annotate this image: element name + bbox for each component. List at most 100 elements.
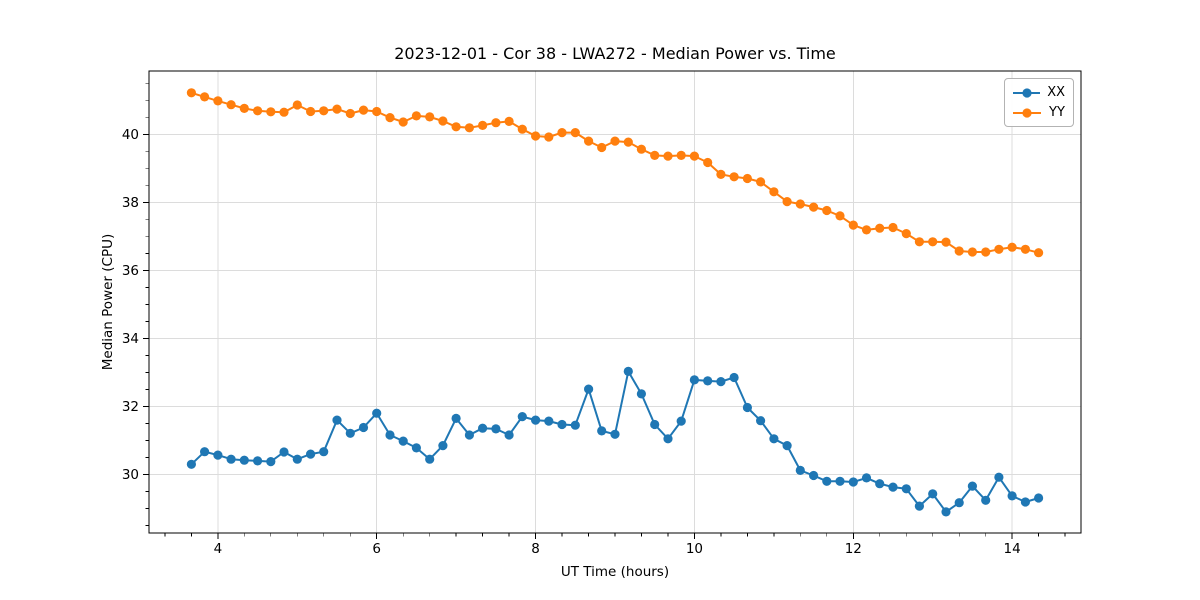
data-point [848,220,858,230]
data-point [438,441,448,451]
data-point [385,430,395,440]
legend-item-yy: YY [1012,104,1065,121]
data-point [689,375,700,385]
data-point [186,88,196,98]
y-tick-label: 34 [122,331,139,347]
data-point [345,108,355,119]
data-point [358,422,369,433]
y-tick-label: 40 [122,127,139,143]
data-point [610,136,620,146]
data-point [584,136,594,146]
data-point [1034,493,1044,503]
x-tick-label: 8 [531,541,540,557]
data-point [226,454,236,464]
legend-label-yy: YY [1049,105,1065,120]
data-point [742,402,753,413]
data-point [186,459,196,469]
data-point [306,106,316,117]
data-point [967,247,978,257]
data-point [756,177,766,187]
x-tick-label: 4 [214,541,223,557]
y-tick-label: 38 [122,195,139,211]
legend-swatch-xx [1013,87,1041,98]
data-point [345,428,355,438]
data-point [332,415,342,425]
legend: XX YY [1004,78,1074,127]
data-point [239,455,249,465]
data-point [1007,491,1017,501]
y-tick-label: 36 [122,263,139,279]
data-point [689,151,700,161]
data-point [226,100,236,110]
data-point [438,116,448,126]
data-point [239,103,249,113]
data-point [809,202,819,212]
data-point [200,447,210,457]
data-point [425,454,435,464]
data-point [411,111,421,121]
data-point [1007,242,1017,252]
data-point [663,151,673,161]
data-point [703,157,713,168]
legend-label-xx: XX [1047,85,1065,100]
data-point [861,225,872,235]
data-point [888,482,898,492]
data-point [292,100,302,110]
data-point [650,419,660,430]
data-point [531,415,541,425]
data-point [411,443,421,453]
data-point [795,465,805,475]
data-point [901,229,911,239]
series-xx-line [190,370,1040,513]
data-point [319,447,329,457]
data-point [623,366,633,376]
data-point [451,413,461,423]
data-point [279,447,289,457]
data-point [822,205,832,216]
series-yy [186,88,1044,258]
grid [149,71,1081,533]
data-point [848,477,858,487]
data-point [385,113,395,123]
data-point [875,223,885,233]
data-point [504,430,514,440]
data-point [597,426,607,436]
data-point [491,118,501,128]
data-point [200,92,210,102]
data-point [491,424,501,434]
data-point [517,124,527,134]
data-point [941,237,951,247]
data-point [835,211,845,221]
data-point [557,419,567,430]
data-point [729,372,739,383]
data-point [584,384,594,394]
data-point [835,476,845,486]
legend-swatch-yy [1013,107,1041,118]
data-point [875,479,885,489]
data-point [213,96,223,106]
data-point [636,389,647,399]
data-point [981,247,991,257]
data-point [570,128,580,138]
data-point [650,150,660,160]
tick-labels: 4 6 8 10 12 14 30 32 34 36 38 40 [122,127,1021,557]
data-point [901,484,911,494]
data-point [861,473,872,483]
data-point [994,244,1004,254]
data-point [994,472,1004,482]
data-point [1034,248,1044,258]
data-point [967,481,978,491]
series-yy-line [190,91,1040,254]
data-point [398,436,408,446]
data-point [954,246,964,256]
data-point [782,197,792,207]
legend-item-xx: XX [1012,84,1065,101]
data-point [928,237,938,247]
data-point [941,507,951,517]
data-point [253,106,263,116]
legend-marker-yy-icon [1022,107,1032,118]
data-point [306,449,316,459]
data-point [332,104,342,114]
data-point [914,237,925,247]
